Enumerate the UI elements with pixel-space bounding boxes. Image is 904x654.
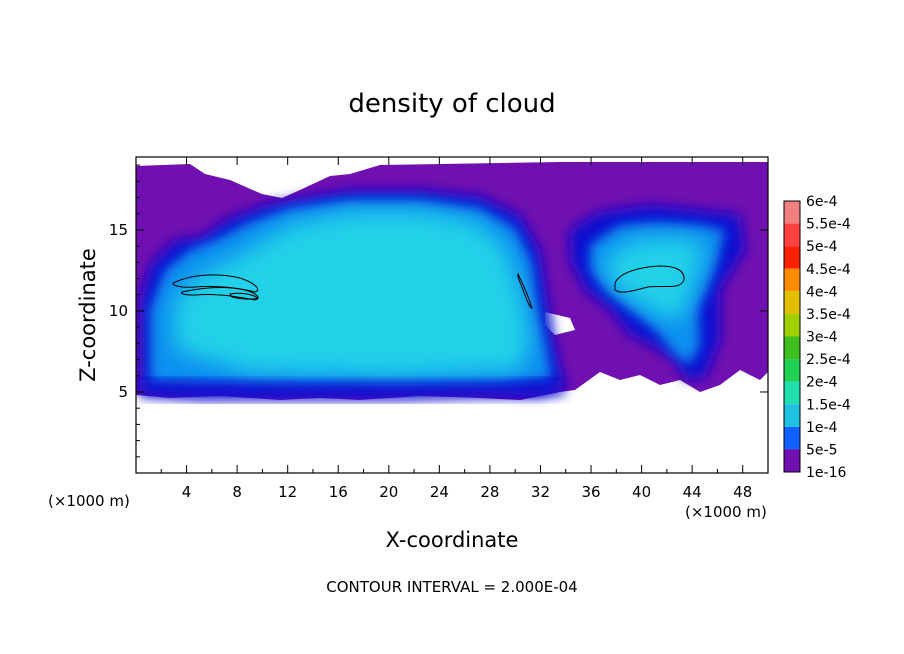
contour-line [229,292,260,300]
chart-title: density of cloud [348,89,555,119]
x-tick-label: 20 [379,483,398,501]
colorbar-swatch [784,223,800,247]
colorbar-label: 4.5e-4 [806,262,851,278]
colorbar-label: 6e-4 [806,194,838,210]
y-tick-label: 15 [109,221,128,239]
colorbar-label: 4e-4 [806,284,838,300]
cloud-core-main [175,212,530,375]
y-tick-label: 5 [118,383,128,401]
x-unit-left: (×1000 m) [48,492,130,510]
colorbar: 6e-4 5.5e-4 5e-4 4.5e-4 4e-4 3.5e-4 3e-4 2.5e-4… [783,194,851,481]
y-axis-ticks: 5 10 15 [109,164,768,458]
colorbar-swatch [784,336,800,360]
cloud-field [136,162,768,400]
x-tick-label: 24 [430,483,449,501]
colorbar-frame [783,200,801,473]
colorbar-label: 1e-16 [806,465,846,481]
gap-top-left [210,164,360,194]
x-unit-right: (×1000 m) [685,503,767,521]
contour-line [172,274,259,293]
colorbar-swatch [784,426,800,450]
colorbar-swatch [784,246,800,269]
x-tick-label: 44 [683,483,702,501]
colorbar-label: 2.5e-4 [806,352,851,368]
contour-line [181,286,259,301]
colorbar-swatch [784,359,800,382]
x-tick-label: 28 [480,483,499,501]
x-tick-label: 36 [581,483,600,501]
contour-interval-note: CONTOUR INTERVAL = 2.000E-04 [326,578,577,596]
x-tick-label: 48 [733,483,752,501]
x-tick-label: 16 [329,483,348,501]
colorbar-swatch [784,404,800,427]
x-tick-label: 4 [182,483,192,501]
colorbar-label: 3e-4 [806,330,838,346]
colorbar-swatch [784,291,800,314]
colorbar-swatch [784,268,800,292]
cloud-core-secondary [605,238,705,320]
x-tick-label: 8 [232,483,242,501]
plot-frame [135,156,769,474]
colorbar-label: 3.5e-4 [806,307,851,323]
x-axis-ticks: 4 8 12 16 20 24 28 32 36 40 44 48 [160,157,752,501]
colorbar-label: 5.5e-4 [806,217,851,233]
y-axis-label: Z-coordinate [76,248,100,382]
colorbar-swatch [784,201,800,224]
colorbar-label: 5e-5 [806,442,837,458]
contour-lines [172,265,685,309]
colorbar-label: 1e-4 [806,420,838,436]
colorbar-swatch [784,381,800,405]
contour-line [614,265,685,293]
x-tick-label: 32 [531,483,550,501]
colorbar-swatch [784,313,800,337]
cloud-base-band [140,380,565,400]
y-tick-label: 10 [109,302,128,320]
x-axis-label: X-coordinate [386,528,519,552]
colorbar-label: 2e-4 [806,375,838,391]
contour-line [517,272,533,309]
colorbar-swatch [784,449,800,472]
colorbar-label: 1.5e-4 [806,397,851,413]
x-tick-label: 40 [632,483,651,501]
colorbar-label: 5e-4 [806,239,838,255]
x-tick-label: 12 [278,483,297,501]
